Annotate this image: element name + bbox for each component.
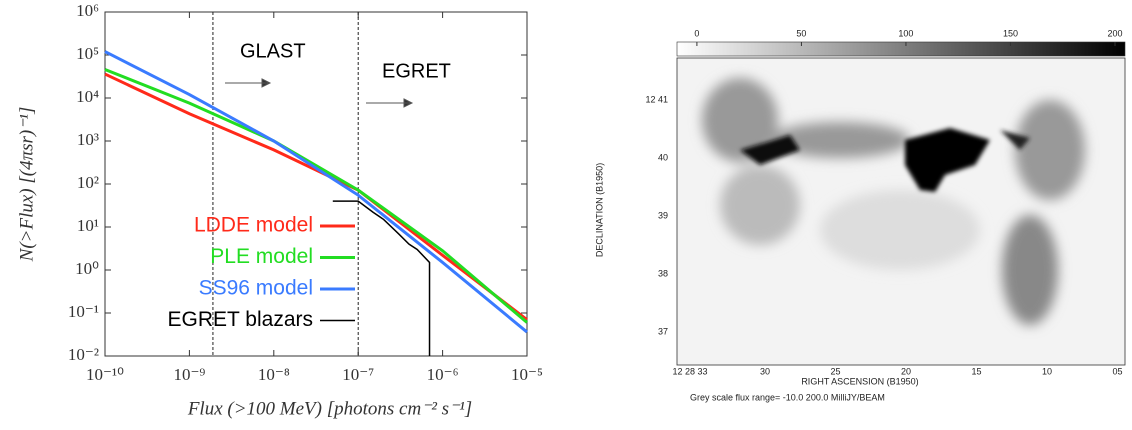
y-tick-label: 10⁶	[76, 1, 99, 20]
y-axis-label: DECLINATION (B1950)	[594, 163, 604, 257]
legend-label: SS96 model	[199, 277, 313, 300]
x-tick-label: 25	[830, 366, 840, 376]
x-tick-label: 10⁻⁵	[511, 365, 543, 384]
y-tick-label: 10⁰	[75, 259, 99, 278]
bright-emission	[740, 128, 1030, 192]
radio-image: RIGHT ASCENSION (B1950) Grey scale flux …	[594, 41, 1126, 402]
colorbar-tick-label: 0	[694, 28, 699, 38]
x-tick-label: 20	[901, 366, 911, 376]
y-tick-label: 40	[658, 152, 668, 162]
x-tick-label: 15	[971, 366, 981, 376]
emission	[702, 78, 1085, 325]
legend-label: PLE model	[210, 245, 313, 268]
series-line	[104, 72, 528, 321]
y-tick-label: 39	[658, 210, 668, 220]
annotation: EGRET	[382, 60, 451, 82]
series-line	[104, 50, 528, 334]
colorbar-tick-label: 200	[1107, 28, 1122, 38]
y-tick-label: 10³	[77, 130, 99, 149]
caption: Grey scale flux range= -10.0 200.0 Milli…	[690, 392, 885, 402]
y-axis-label: N(>Flux) [(4πsr)⁻¹]	[16, 107, 37, 263]
x-tick-label: 10⁻⁸	[258, 365, 290, 384]
series-line	[104, 68, 528, 324]
colorbar-tick-label: 50	[796, 28, 806, 38]
x-tick-label: 10⁻⁶	[427, 365, 459, 384]
y-tick-label: 10²	[77, 173, 99, 192]
x-tick-label: 12 28 33	[672, 366, 707, 376]
x-axis-label: RIGHT ASCENSION (B1950)	[801, 376, 918, 386]
y-tick-label: 10⁴	[76, 87, 99, 106]
y-tick-label: 10⁻²	[68, 345, 99, 364]
plot-frame	[104, 11, 528, 357]
y-tick-label: 38	[658, 268, 668, 278]
y-tick-label: 37	[658, 326, 668, 336]
colorbar	[676, 41, 1126, 57]
x-tick-label: 30	[760, 366, 770, 376]
y-tick-label: 12 41	[645, 94, 668, 104]
x-tick-label: 05	[1112, 366, 1122, 376]
annotation: GLAST	[240, 40, 306, 62]
series-line	[332, 200, 431, 356]
y-tick-label: 10¹	[77, 216, 99, 235]
x-tick-label: 10⁻⁷	[342, 365, 374, 384]
colorbar-tick-label: 150	[1003, 28, 1018, 38]
y-tick-label: 10⁵	[76, 44, 99, 63]
arrow	[225, 78, 272, 88]
x-axis-label: Flux (>100 MeV) [photons cm⁻² s⁻¹]	[187, 398, 472, 419]
arrow	[366, 98, 414, 108]
legend-label: LDDE model	[194, 214, 313, 237]
y-tick-label: 10⁻¹	[68, 302, 99, 321]
x-tick-label: 10⁻⁹	[173, 365, 205, 384]
colorbar-tick-label: 100	[898, 28, 913, 38]
x-tick-label: 10⁻¹⁰	[86, 365, 124, 384]
legend-label: EGRET blazars	[168, 308, 314, 331]
x-tick-label: 10	[1042, 366, 1052, 376]
